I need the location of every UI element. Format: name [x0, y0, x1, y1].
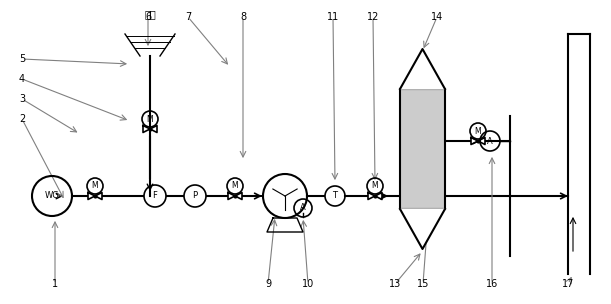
Text: 15: 15: [417, 279, 429, 289]
Text: M: M: [92, 181, 98, 191]
Text: 10: 10: [302, 279, 314, 289]
Text: 4: 4: [19, 74, 25, 84]
FancyBboxPatch shape: [400, 89, 445, 209]
Text: 11: 11: [327, 12, 339, 22]
Text: M: M: [475, 126, 481, 136]
Text: 7: 7: [185, 12, 191, 22]
Text: A: A: [487, 136, 493, 146]
Text: 6: 6: [145, 12, 151, 22]
Text: 13: 13: [389, 279, 401, 289]
Text: 1: 1: [52, 279, 58, 289]
Text: WG: WG: [45, 192, 59, 201]
Text: 17: 17: [562, 279, 574, 289]
Polygon shape: [400, 49, 445, 89]
Text: 9: 9: [265, 279, 271, 289]
Text: 3: 3: [19, 94, 25, 104]
Text: T: T: [332, 192, 337, 201]
Text: A: A: [300, 203, 306, 212]
Text: M: M: [147, 115, 153, 123]
Text: 2: 2: [19, 114, 25, 124]
Text: 14: 14: [431, 12, 443, 22]
Text: 空气: 空气: [144, 9, 156, 19]
Text: 8: 8: [240, 12, 246, 22]
Text: 5: 5: [19, 54, 25, 64]
Text: F: F: [153, 192, 158, 201]
Text: M: M: [371, 181, 378, 191]
Text: M: M: [232, 181, 238, 191]
Polygon shape: [400, 209, 445, 249]
Text: 16: 16: [486, 279, 498, 289]
Text: P: P: [192, 192, 197, 201]
Text: 12: 12: [367, 12, 379, 22]
